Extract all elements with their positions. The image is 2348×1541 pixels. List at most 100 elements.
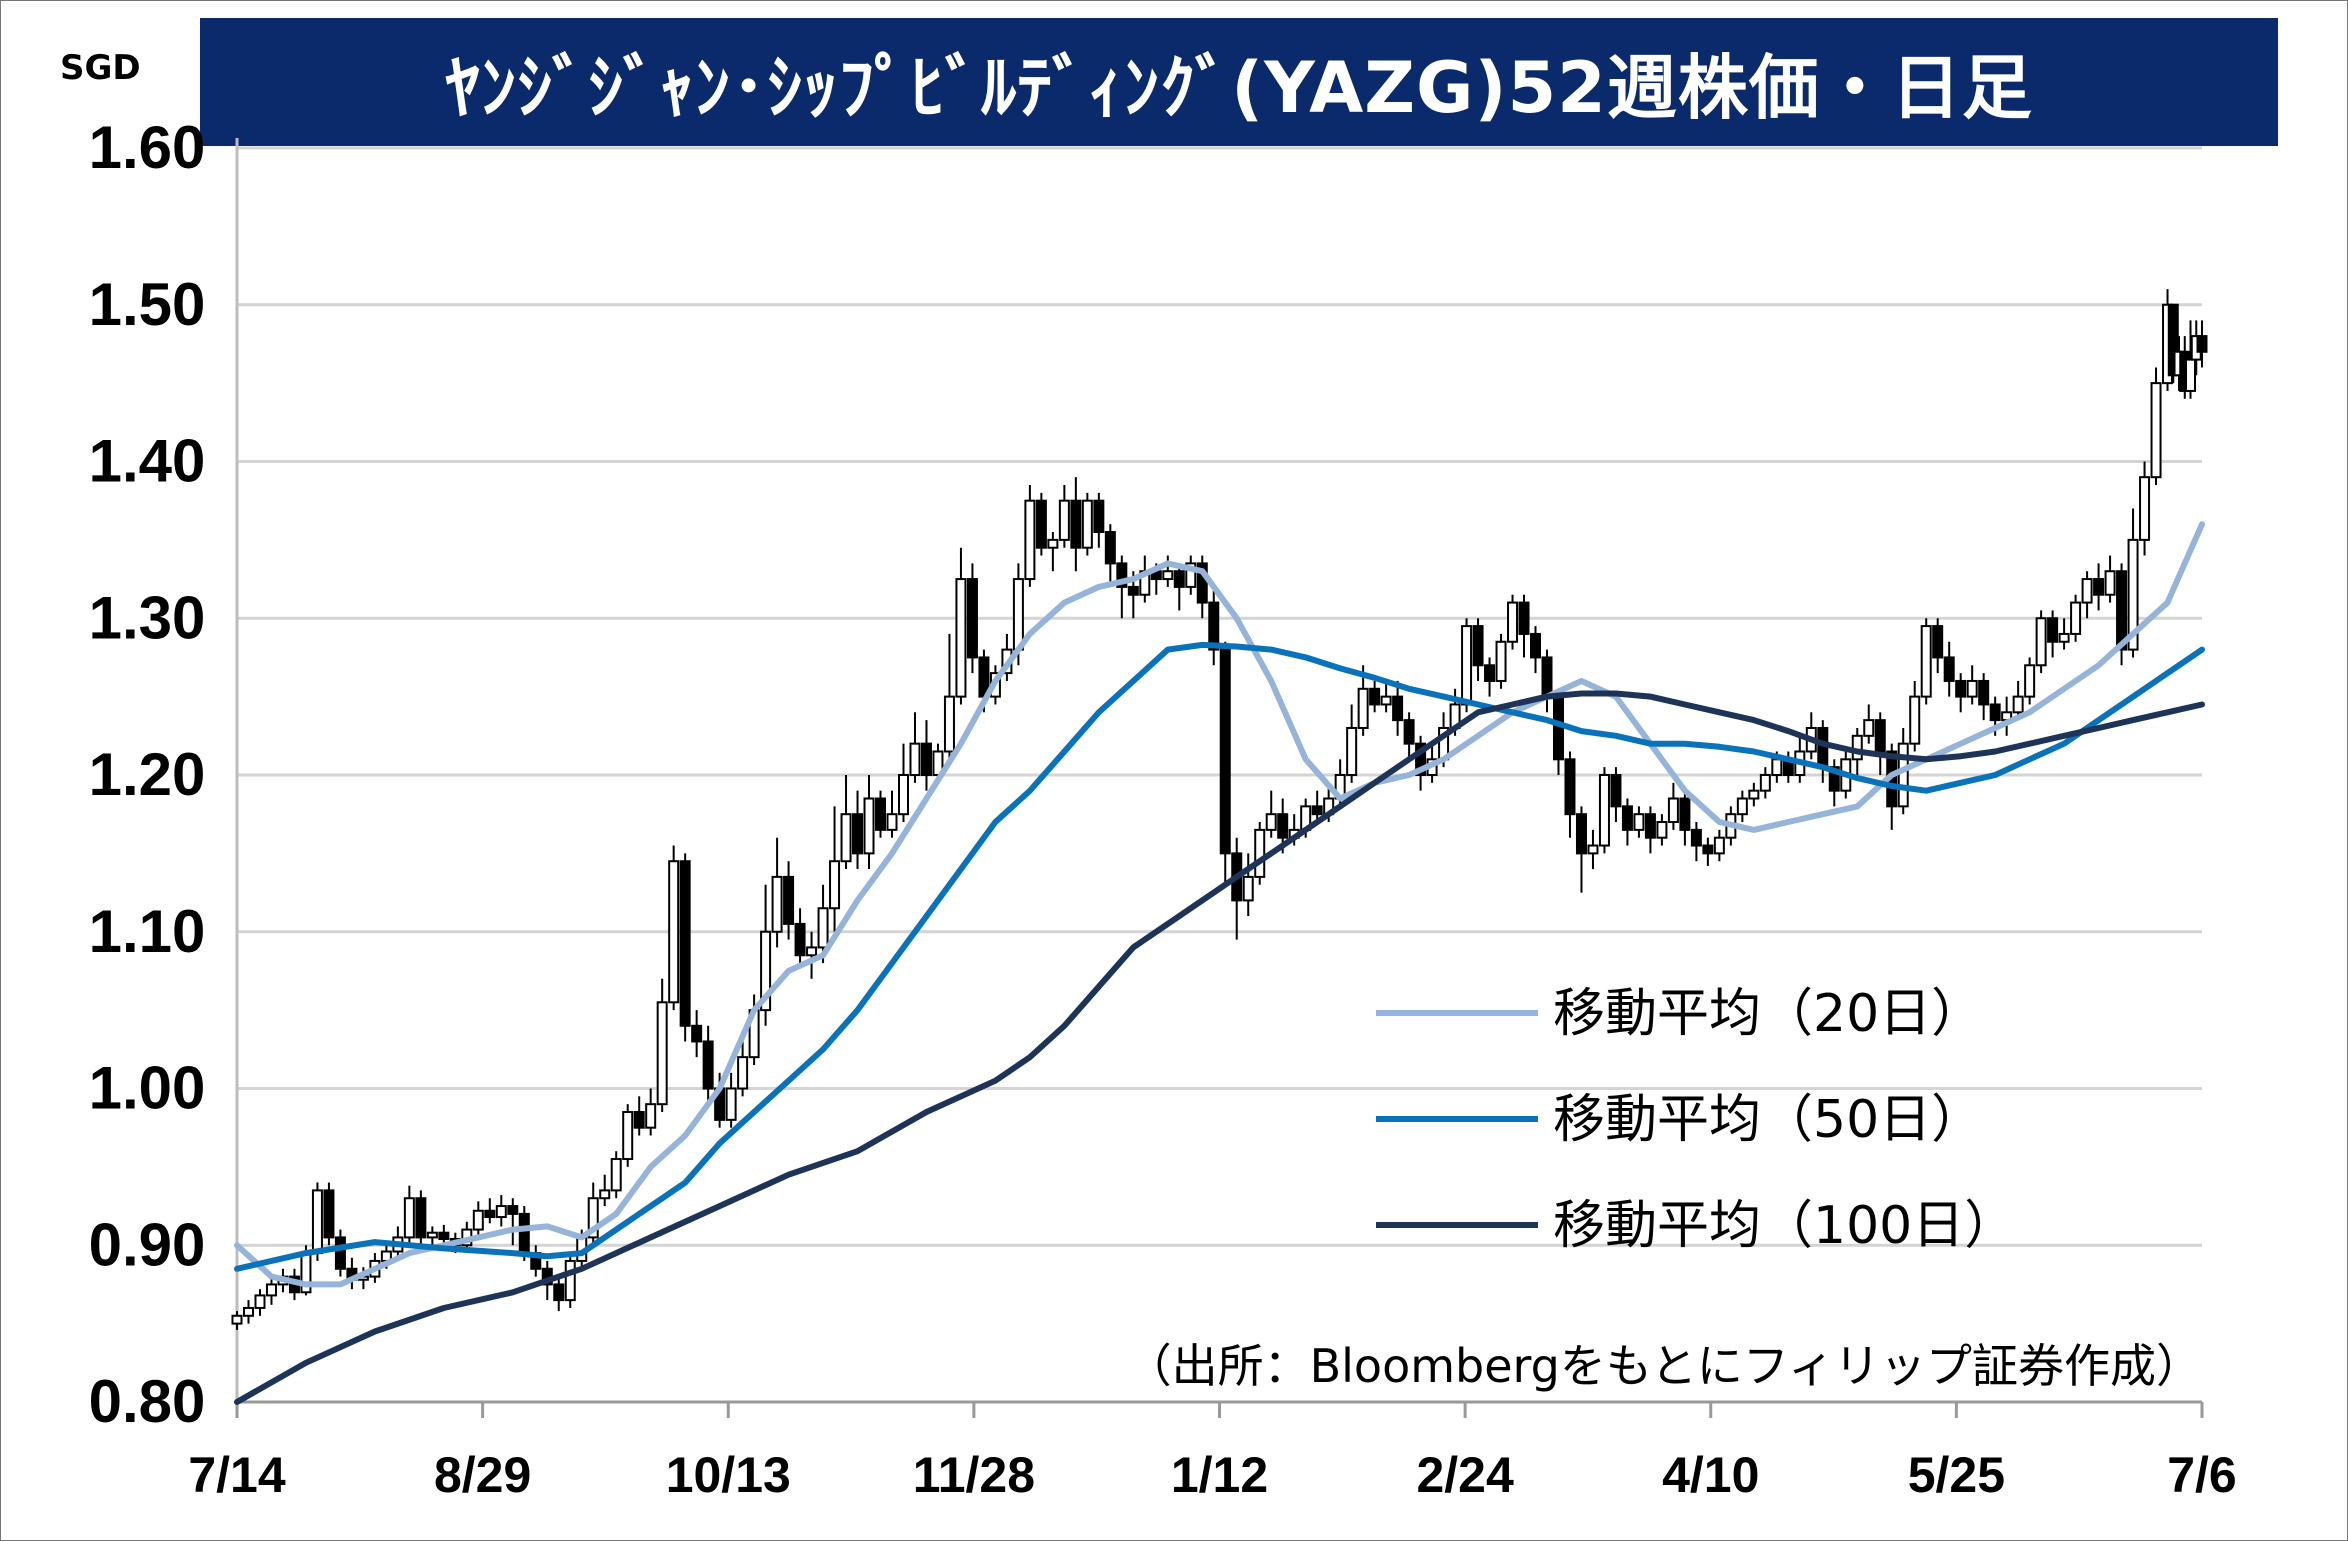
candle-body bbox=[1254, 828, 1266, 878]
candlestick bbox=[1909, 680, 1921, 752]
candle-body bbox=[1667, 797, 1679, 824]
candlestick bbox=[920, 720, 932, 791]
candle-body bbox=[1415, 742, 1427, 777]
candlestick bbox=[2035, 610, 2047, 674]
candlestick bbox=[1610, 767, 1622, 823]
candlestick bbox=[897, 743, 909, 823]
candlestick bbox=[691, 1010, 703, 1058]
candle-body bbox=[1116, 562, 1128, 588]
candle-body bbox=[1173, 570, 1185, 588]
candle-body bbox=[1932, 625, 1944, 659]
candle-body bbox=[1851, 734, 1863, 761]
candle-body bbox=[1598, 774, 1610, 847]
candlestick bbox=[1690, 822, 1702, 862]
candlestick bbox=[587, 1182, 599, 1246]
candle-body bbox=[1127, 585, 1139, 596]
candle-body bbox=[1530, 632, 1542, 659]
candle-body bbox=[783, 875, 795, 925]
candlestick bbox=[1828, 759, 1840, 807]
candlestick bbox=[1920, 618, 1932, 705]
candlestick bbox=[1265, 790, 1277, 838]
candle-body bbox=[1552, 695, 1564, 761]
candlestick bbox=[1104, 524, 1116, 587]
y-tick-label: 1.10 bbox=[89, 898, 206, 965]
candle-body bbox=[1357, 687, 1369, 729]
candle-body bbox=[1978, 679, 1990, 706]
candle-body bbox=[1093, 499, 1105, 534]
candle-body bbox=[897, 774, 909, 816]
candlestick bbox=[2001, 696, 2013, 736]
candle-body bbox=[403, 1197, 415, 1239]
candlestick bbox=[1162, 555, 1174, 587]
candlestick bbox=[1575, 806, 1587, 893]
candle-body bbox=[1621, 805, 1633, 831]
candle-body bbox=[254, 1294, 266, 1309]
candlestick bbox=[737, 1041, 749, 1097]
candle-body bbox=[2127, 538, 2139, 651]
candlestick bbox=[1185, 555, 1197, 595]
candlestick bbox=[2139, 461, 2151, 556]
candlestick bbox=[553, 1276, 565, 1312]
candle-body bbox=[1024, 499, 1036, 581]
candle-body bbox=[1759, 774, 1771, 792]
candlestick bbox=[909, 712, 921, 783]
candlestick bbox=[1081, 492, 1093, 556]
candle-body bbox=[771, 875, 783, 933]
candle-body bbox=[1208, 601, 1220, 651]
candlestick bbox=[1598, 767, 1610, 854]
candlestick bbox=[2070, 594, 2082, 642]
x-tick-label: 11/28 bbox=[913, 1447, 1035, 1503]
candle-body bbox=[1644, 813, 1656, 839]
candlestick bbox=[1966, 665, 1978, 705]
ma-line-0 bbox=[234, 521, 2205, 1288]
candlestick bbox=[1047, 532, 1059, 572]
candlestick bbox=[323, 1182, 335, 1246]
candle-body bbox=[587, 1197, 599, 1239]
candlestick bbox=[1196, 555, 1208, 619]
candle-body bbox=[1185, 562, 1197, 588]
candlestick bbox=[1633, 806, 1645, 838]
candlestick bbox=[2185, 320, 2197, 399]
candlestick bbox=[484, 1198, 496, 1224]
candlestick bbox=[1874, 712, 1886, 775]
candle-body bbox=[2104, 570, 2116, 596]
candle-body bbox=[1920, 625, 1932, 698]
candle-body bbox=[1909, 695, 1921, 745]
candlestick bbox=[1035, 492, 1047, 556]
candlestick bbox=[2047, 610, 2059, 658]
candlestick bbox=[806, 931, 818, 979]
candlestick bbox=[725, 1072, 737, 1128]
candle-body bbox=[1104, 531, 1116, 565]
x-tick-label: 5/25 bbox=[1908, 1447, 2005, 1503]
candlestick bbox=[1058, 485, 1070, 548]
candlestick bbox=[2104, 555, 2116, 603]
candlestick bbox=[1208, 586, 1220, 666]
candle-body bbox=[955, 578, 967, 698]
candle-body bbox=[1047, 538, 1059, 549]
candle-body bbox=[1828, 766, 1840, 792]
candle-body bbox=[875, 797, 887, 831]
candlestick bbox=[1863, 704, 1875, 744]
candlestick bbox=[1621, 798, 1633, 846]
candle-body bbox=[2058, 632, 2070, 643]
candlestick bbox=[2196, 320, 2208, 368]
candle-body bbox=[1507, 601, 1519, 643]
candlestick bbox=[242, 1300, 254, 1324]
candlestick bbox=[472, 1201, 484, 1238]
candle-body bbox=[1311, 805, 1323, 816]
candlestick bbox=[1403, 712, 1415, 760]
candlestick bbox=[656, 978, 668, 1113]
candlestick bbox=[622, 1104, 634, 1167]
candlestick bbox=[1518, 594, 1530, 658]
candlestick bbox=[1507, 594, 1519, 650]
candle-body bbox=[1656, 821, 1668, 839]
candle-body bbox=[1943, 656, 1955, 682]
candle-body bbox=[1012, 578, 1024, 651]
candle-body bbox=[311, 1189, 323, 1255]
candle-body bbox=[2167, 303, 2179, 377]
candle-body bbox=[438, 1231, 450, 1240]
y-tick-label: 1.30 bbox=[89, 584, 206, 651]
candle-body bbox=[1771, 758, 1783, 777]
candlestick bbox=[966, 563, 978, 674]
x-tick-label: 1/12 bbox=[1171, 1447, 1268, 1503]
